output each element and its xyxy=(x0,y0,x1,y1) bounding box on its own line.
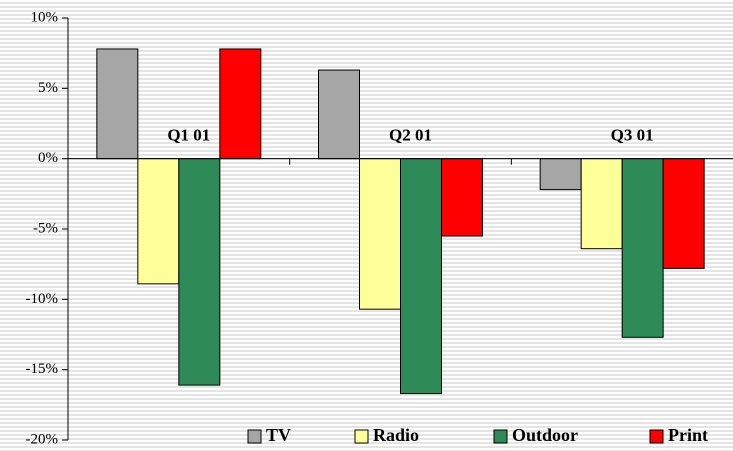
category-label: Q2 01 xyxy=(389,126,432,145)
category-label: Q3 01 xyxy=(611,126,654,145)
legend-label: Outdoor xyxy=(512,425,578,445)
legend-swatch xyxy=(649,429,664,444)
legend-label: Print xyxy=(668,425,708,445)
bar xyxy=(400,158,442,395)
bar xyxy=(662,158,705,269)
legend-swatch xyxy=(493,429,508,444)
legend-label: TV xyxy=(266,425,291,445)
bar xyxy=(318,69,360,160)
y-tick-label: -15% xyxy=(26,361,59,377)
y-tick-label: 10% xyxy=(31,9,59,25)
legend-label: Radio xyxy=(373,425,419,445)
y-tick-label: 0% xyxy=(38,150,58,166)
bar xyxy=(359,158,401,310)
bar xyxy=(441,158,483,237)
legend-swatch xyxy=(247,429,262,444)
bar xyxy=(219,48,262,160)
y-tick-label: -20% xyxy=(26,431,59,447)
bar xyxy=(539,158,582,191)
y-tick-label: -5% xyxy=(33,220,58,236)
category-label: Q1 01 xyxy=(167,126,210,145)
bar xyxy=(621,158,664,338)
bar xyxy=(96,48,139,160)
y-tick-label: -10% xyxy=(26,291,59,307)
bar xyxy=(580,158,623,250)
bar xyxy=(137,158,180,285)
bar xyxy=(178,158,221,386)
legend-swatch xyxy=(354,429,369,444)
y-tick-label: 5% xyxy=(38,80,58,96)
